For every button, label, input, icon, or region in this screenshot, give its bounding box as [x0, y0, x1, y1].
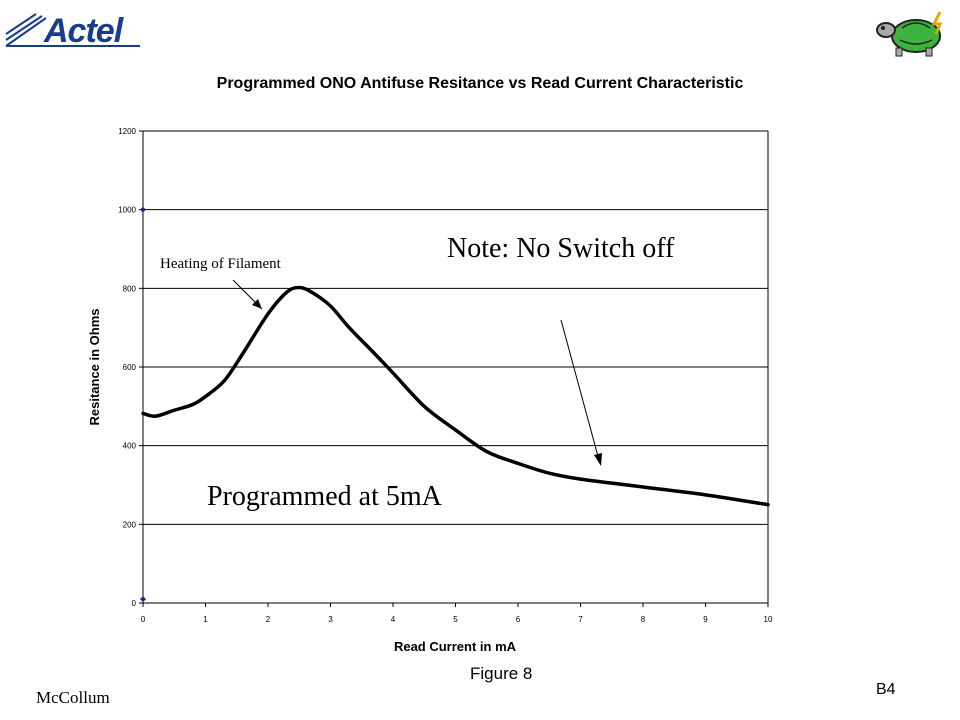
- y-axis-label: Resitance in Ohms: [87, 308, 102, 425]
- page-id: B4: [876, 681, 896, 698]
- annotation-note-arrowhead: [594, 453, 602, 466]
- x-tick-label: 3: [328, 615, 333, 624]
- series-line: [141, 285, 770, 507]
- turtle-mascot-icon: [872, 8, 952, 60]
- x-tick-labels: 0 1 2 3 4 5 6 7 8 9 10: [141, 615, 773, 624]
- figure-label: Figure 8: [470, 664, 533, 683]
- y-tick-label: 600: [123, 363, 137, 372]
- x-tick-label: 4: [391, 615, 396, 624]
- x-tick-label: 6: [516, 615, 521, 624]
- annotation-heating-arrowhead: [252, 299, 262, 309]
- series-layer: [141, 285, 770, 507]
- marker-layer: [140, 206, 146, 603]
- x-tick-label: 10: [764, 615, 773, 624]
- x-tick-label: 9: [703, 615, 708, 624]
- x-tick-label: 1: [203, 615, 208, 624]
- y-tick-label: 0: [132, 599, 137, 608]
- annotation-note-arrow: [560, 319, 600, 461]
- data-point-marker: [140, 206, 146, 213]
- y-tick-label: 400: [123, 442, 137, 451]
- annotation-note: Note: No Switch off: [447, 233, 675, 264]
- grid-layer: [143, 130, 768, 525]
- actel-logo: Actel: [2, 10, 152, 52]
- x-axis-label: Read Current in mA: [394, 639, 517, 654]
- x-tick-label: 2: [266, 615, 271, 624]
- y-tick-label: 1000: [118, 206, 136, 215]
- x-tick-label: 5: [453, 615, 458, 624]
- annotation-programmed: Programmed at 5mA: [207, 481, 443, 512]
- x-tick-label: 7: [578, 615, 583, 624]
- y-tick-label: 200: [123, 520, 137, 529]
- x-tick-label: 0: [141, 615, 146, 624]
- y-tick-labels: 0 200 400 600 800 1000 1200: [118, 127, 136, 608]
- y-tick-label: 800: [123, 284, 137, 293]
- chart-title: Programmed ONO Antifuse Resitance vs Rea…: [217, 75, 744, 92]
- x-tick-label: 8: [641, 615, 646, 624]
- logo-wordmark: Actel: [44, 12, 123, 50]
- annotation-heating: Heating of Filament: [160, 256, 282, 272]
- data-point-marker: [140, 596, 146, 603]
- y-tick-label: 1200: [118, 127, 136, 136]
- author-name: McCollum: [36, 688, 110, 707]
